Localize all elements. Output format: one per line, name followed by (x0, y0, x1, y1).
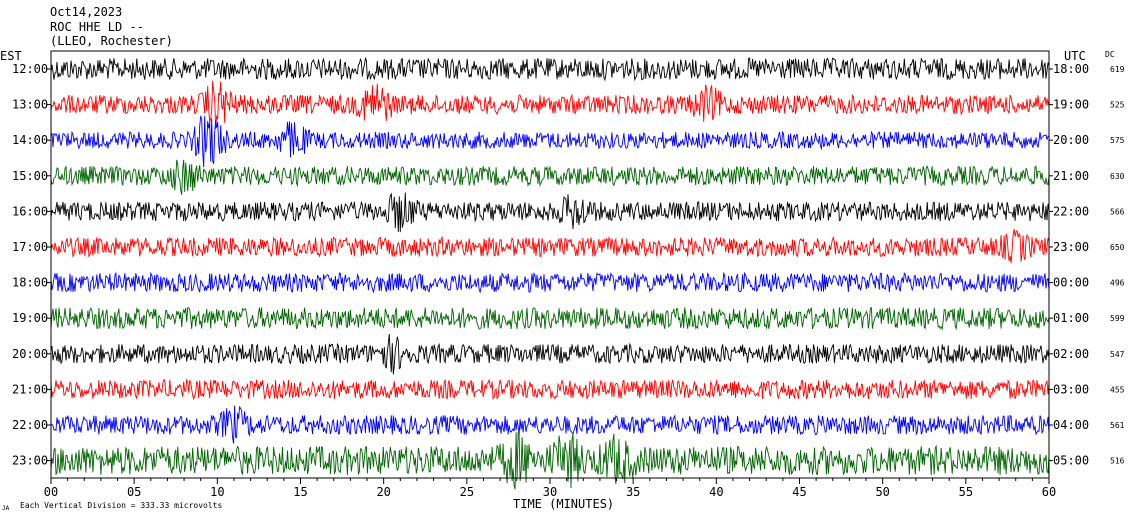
est-hour-label: 21:00 (12, 382, 48, 396)
x-tick-label: 30 (543, 485, 557, 499)
est-hour-labels: 12:00 13:00 14:00 15:00 16:00 17:00 18:00 19:00… (12, 62, 51, 468)
x-tick-label: 15 (293, 485, 307, 499)
utc-hour-label: 19:00 (1053, 98, 1089, 112)
location-label: (LLEO, Rochester) (50, 34, 173, 48)
est-hour-label: 13:00 (12, 98, 48, 112)
dc-column-label: DC (1105, 50, 1115, 59)
dc-offset-label: 516 (1110, 457, 1125, 466)
trace-group (50, 56, 1050, 490)
x-tick-label: 25 (460, 485, 474, 499)
seismic-trace (50, 56, 1050, 82)
dc-offset-label: 496 (1110, 279, 1125, 288)
plot-frame (50, 50, 1050, 479)
dc-offset-label: 561 (1110, 421, 1125, 430)
dc-offset-label: 619 (1110, 65, 1125, 74)
corner-mark: JA (2, 505, 10, 512)
utc-hour-label: 05:00 (1053, 454, 1089, 468)
utc-hour-labels: 18:00 19:00 20:00 21:00 22:00 23:00 00:00 01:00… (1049, 62, 1089, 468)
dc-offset-labels: 619 525 575 630 566 650 496 599 547 455 561 516 (1110, 65, 1125, 466)
x-axis-title: TIME (MINUTES) (513, 497, 614, 511)
x-tick-label: 60 (1042, 485, 1056, 499)
est-hour-label: 18:00 (12, 276, 48, 290)
est-hour-label: 19:00 (12, 311, 48, 325)
utc-hour-label: 04:00 (1053, 418, 1089, 432)
utc-hour-label: 22:00 (1053, 204, 1089, 218)
seismic-trace (50, 307, 1050, 331)
seismic-trace (50, 405, 1050, 444)
utc-hour-label: 01:00 (1053, 311, 1089, 325)
seismic-trace (50, 228, 1050, 264)
utc-hour-label: 20:00 (1053, 133, 1089, 147)
est-hour-label: 17:00 (12, 240, 48, 254)
est-hour-label: 14:00 (12, 133, 48, 147)
utc-hour-label: 00:00 (1053, 276, 1089, 290)
x-tick-label: 55 (959, 485, 973, 499)
seismic-trace (50, 432, 1050, 490)
x-tick-label: 50 (875, 485, 889, 499)
utc-hour-label: 23:00 (1053, 240, 1089, 254)
dc-offset-label: 525 (1110, 101, 1125, 110)
x-tick-label: 45 (792, 485, 806, 499)
x-tick-label: 35 (626, 485, 640, 499)
est-hour-label: 16:00 (12, 204, 48, 218)
seismic-trace (50, 192, 1050, 233)
utc-hour-label: 21:00 (1053, 169, 1089, 183)
dc-offset-label: 630 (1110, 172, 1125, 181)
est-hour-label: 15:00 (12, 169, 48, 183)
x-tick-label: 05 (127, 485, 141, 499)
seismic-trace (50, 159, 1050, 195)
est-hour-label: 23:00 (12, 454, 48, 468)
station-label: ROC HHE LD -- (50, 20, 144, 34)
utc-axis-label: UTC (1064, 49, 1086, 63)
dc-offset-label: 575 (1110, 136, 1125, 145)
seismic-trace (50, 378, 1050, 401)
x-tick-label: 00 (44, 485, 58, 499)
x-axis-ticks: 00 05 10 15 20 25 30 35 40 45 50 55 60 (44, 478, 1056, 499)
est-hour-label: 22:00 (12, 418, 48, 432)
dc-offset-label: 566 (1110, 207, 1125, 216)
dc-offset-label: 650 (1110, 243, 1125, 252)
dc-offset-label: 599 (1110, 314, 1125, 323)
seismic-trace (50, 80, 1050, 129)
vertical-division-note: Each Vertical Division = 333.33 microvol… (20, 501, 222, 510)
seismic-trace (50, 271, 1050, 294)
dc-offset-label: 455 (1110, 385, 1125, 394)
x-tick-label: 10 (210, 485, 224, 499)
date-label: Oct14,2023 (50, 5, 122, 19)
seismic-trace (50, 115, 1050, 168)
utc-hour-label: 02:00 (1053, 347, 1089, 361)
x-tick-label: 40 (709, 485, 723, 499)
utc-hour-label: 03:00 (1053, 382, 1089, 396)
est-hour-label: 12:00 (12, 62, 48, 76)
utc-hour-label: 18:00 (1053, 62, 1089, 76)
est-axis-label: EST (0, 49, 22, 63)
est-hour-label: 20:00 (12, 347, 48, 361)
seismic-trace (50, 333, 1050, 375)
dc-offset-label: 547 (1110, 350, 1125, 359)
x-tick-label: 20 (376, 485, 390, 499)
